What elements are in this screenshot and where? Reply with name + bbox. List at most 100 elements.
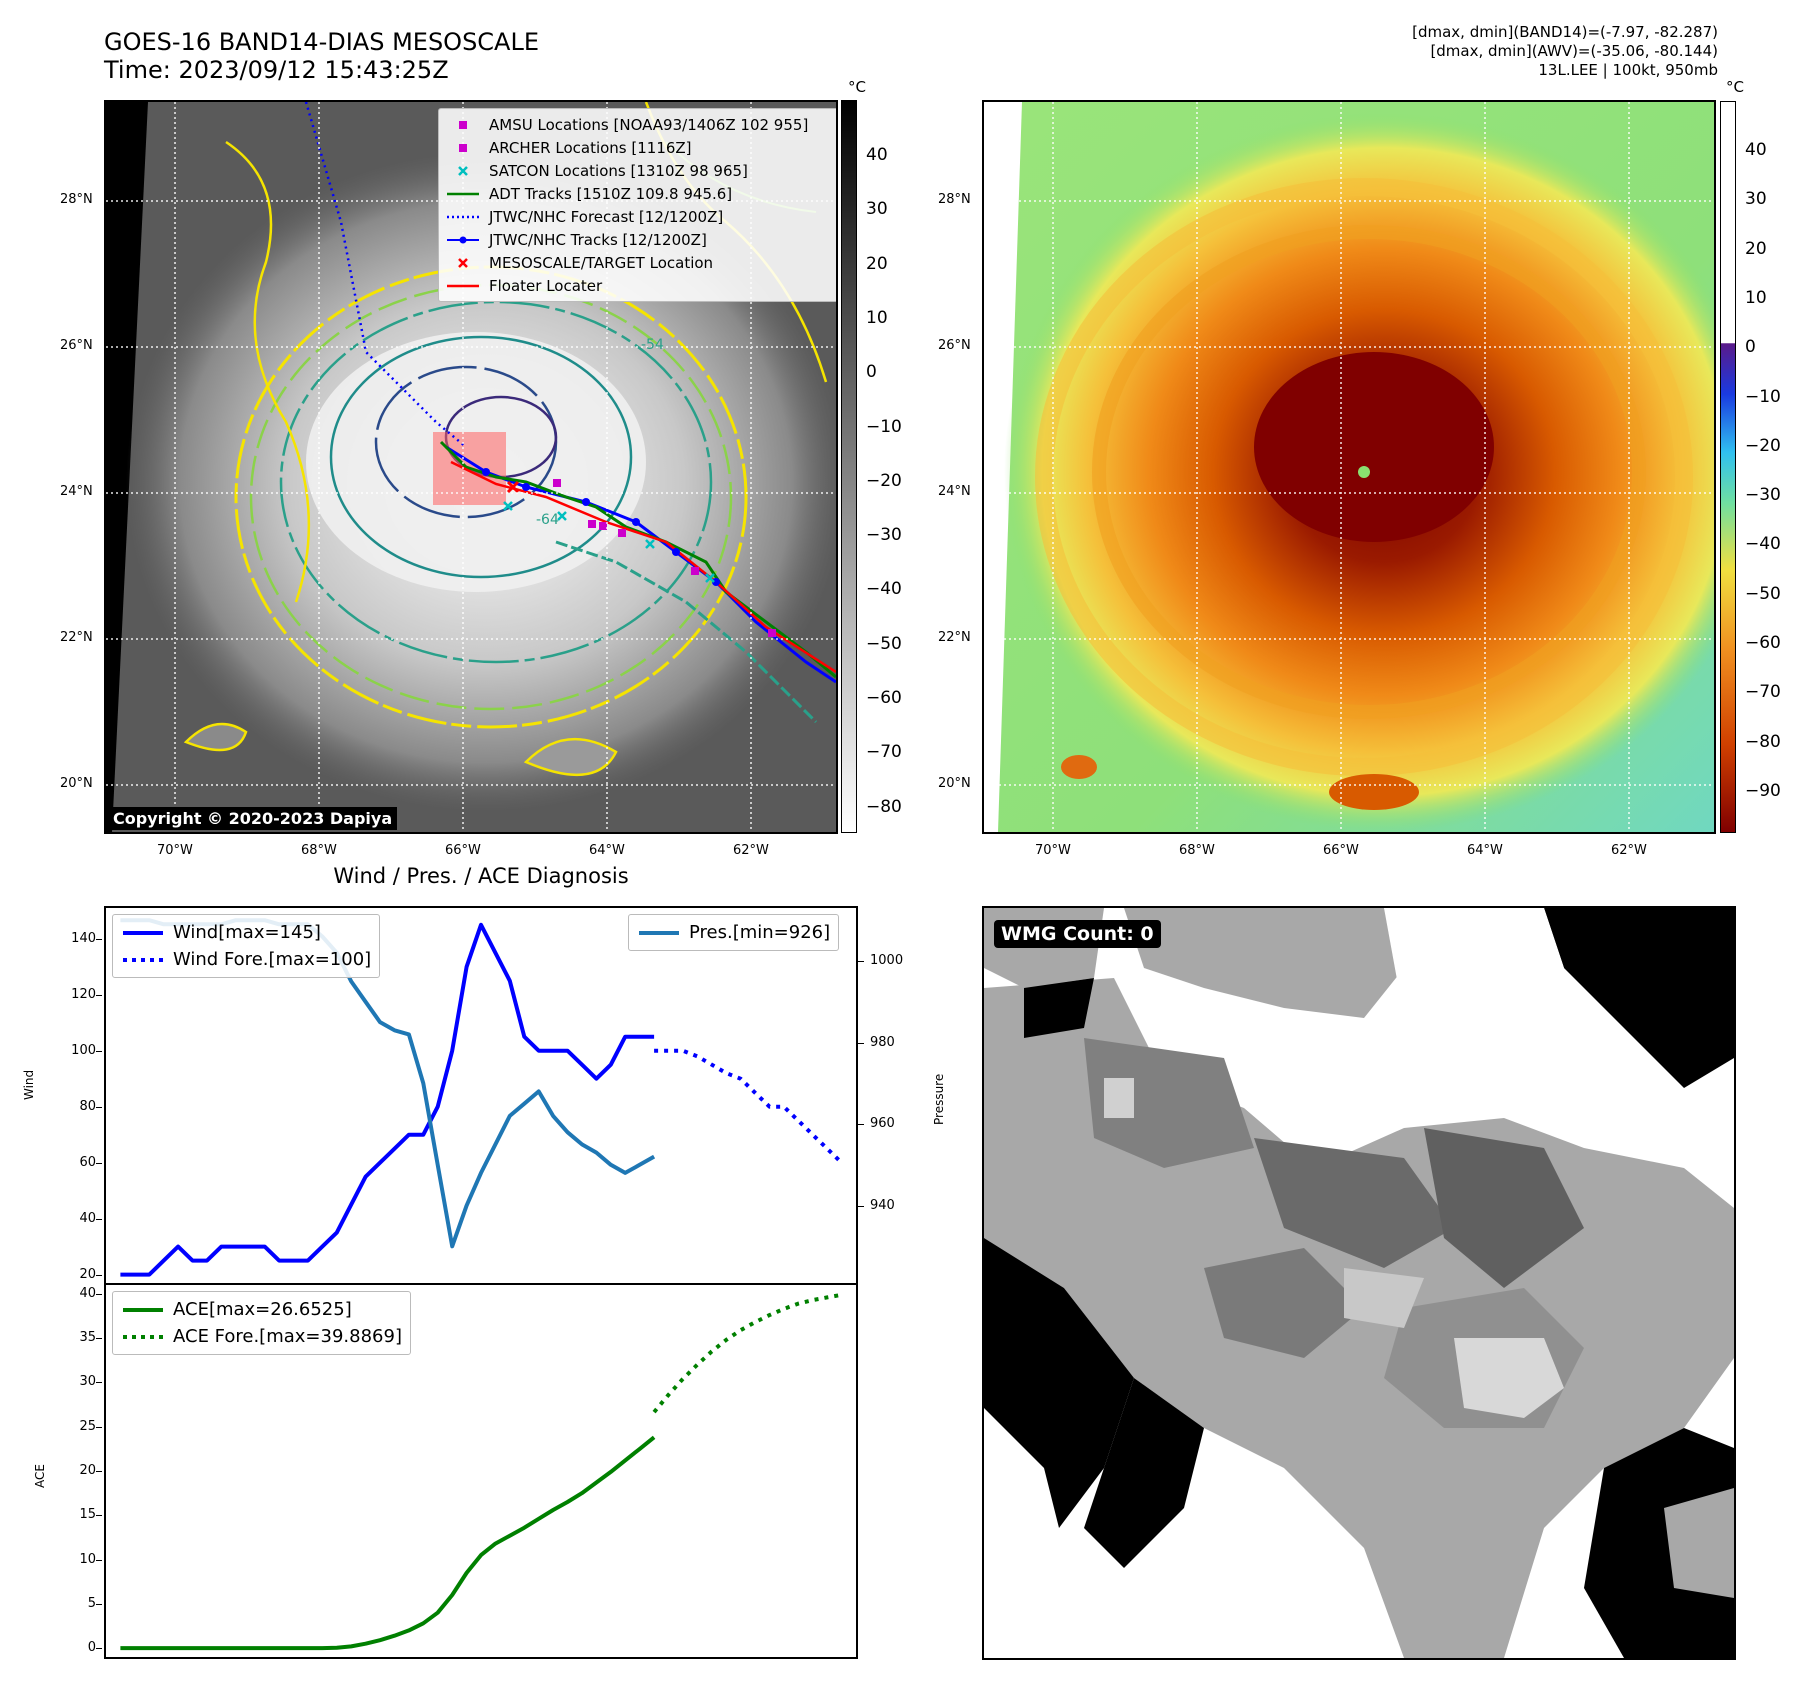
lat-label: 28°N [938, 192, 971, 207]
map-legend-label: JTWC/NHC Forecast [12/1200Z] [489, 207, 724, 226]
map-legend-label: SATCON Locations [1310Z 98 965] [489, 161, 748, 180]
wmg-count-badge: WMG Count: 0 [994, 920, 1161, 948]
y-tick-label: 20 [79, 1463, 96, 1478]
awv-map-panel [982, 100, 1716, 834]
pressure-legend: Pres.[min=926] [628, 914, 840, 951]
y-tick-label: 40 [79, 1285, 96, 1301]
right-colorbar-unit: °C [1726, 78, 1744, 96]
lon-label: 62°W [1611, 843, 1647, 858]
map-legend-marker [447, 192, 479, 195]
lon-label: 68°W [301, 843, 337, 858]
info-line1: [dmax, dmin](BAND14)=(-7.97, -82.287) [1412, 23, 1718, 41]
lon-label: 62°W [733, 843, 769, 858]
title-line1: GOES-16 BAND14-DIAS MESOSCALE [104, 28, 540, 56]
lat-label: 20°N [60, 776, 93, 791]
y-tick-mark [96, 1382, 102, 1384]
legend-ace: ACE[max=26.6525] [121, 1296, 402, 1323]
contour-label-2: -64 [536, 512, 559, 528]
colorbar-tick-label: −10 [1745, 386, 1781, 407]
colorbar-tick-label: −50 [866, 633, 902, 654]
legend-pres-label: Pres.[min=926] [689, 922, 831, 943]
map-legend-label: MESOSCALE/TARGET Location [489, 253, 714, 272]
colorbar-tick-label: 20 [866, 253, 888, 274]
map-legend-item: SATCON Locations [1310Z 98 965] [445, 159, 835, 182]
y-tick-mark [96, 1471, 102, 1472]
ace-plot [120, 1292, 842, 1651]
legend-wind: Wind[max=145] [121, 919, 371, 946]
map-legend-item: ADT Tracks [1510Z 109.8 945.6] [445, 182, 835, 205]
colorbar-tick-label: −80 [1745, 731, 1781, 752]
ace-legend: ACE[max=26.6525] ACE Fore.[max=39.8869] [112, 1291, 411, 1355]
map-legend-label: ADT Tracks [1510Z 109.8 945.6] [489, 184, 733, 203]
colorbar-tick-label: −70 [866, 742, 902, 763]
chart1-series-1-line [652, 1292, 842, 1414]
title-line2: Time: 2023/09/12 15:43:25Z [104, 56, 449, 84]
y-tick-label: 140 [71, 930, 96, 946]
lat-label: 28°N [60, 192, 93, 207]
map-legend-label: Floater Locater [489, 276, 603, 295]
legend-ace-fore-swatch [123, 1334, 163, 1339]
y-tick-mark [96, 994, 102, 996]
colorbar-tick-label: −30 [1745, 485, 1781, 506]
colorbar-tick-label: 10 [866, 307, 888, 328]
colorbar-tick-label: −70 [1745, 682, 1781, 703]
y-tick-mark [96, 938, 102, 940]
map-legend-marker [447, 236, 479, 243]
map-legend-item: Floater Locater [445, 274, 835, 297]
colorbar-tick-label: 0 [1745, 337, 1756, 358]
y-tick-label: 30 [79, 1374, 96, 1390]
legend-wind-fore-label: Wind Fore.[max=100] [173, 949, 372, 970]
colorbar-tick-label: −20 [1745, 435, 1781, 456]
colorbar-tick-label: 0 [866, 362, 877, 383]
legend-ace-swatch [123, 1307, 163, 1312]
y-tick-mark [858, 960, 864, 962]
map-legend-marker [459, 120, 467, 129]
map-legend-marker [447, 284, 479, 287]
lon-label: 70°W [157, 843, 193, 858]
contour-label-1: -54 [641, 337, 664, 353]
y-tick-mark [96, 1274, 102, 1276]
colorbar-tick-label: −40 [866, 579, 902, 600]
map-legend-label: ARCHER Locations [1116Z] [489, 138, 692, 157]
y-tick-label: 100 [71, 1042, 96, 1058]
map-legend-item: MESOSCALE/TARGET Location [445, 251, 835, 274]
legend-pres: Pres.[min=926] [637, 919, 830, 946]
lon-label: 64°W [1467, 843, 1503, 858]
y-tick-mark [858, 1042, 864, 1044]
chart0-series-0-line [120, 922, 655, 1277]
y-tick-label: 960 [870, 1116, 895, 1132]
map-legend-marker [459, 143, 467, 152]
info-line3: 13L.LEE | 100kt, 950mb [1538, 61, 1718, 79]
y-tick-mark [858, 1124, 864, 1126]
lon-label: 66°W [445, 843, 481, 858]
colorbar-tick-label: 10 [1745, 287, 1767, 308]
colorbar-tick-label: −40 [1745, 534, 1781, 555]
colorbar-tick-label: 40 [1745, 140, 1767, 160]
map-legend-label: JTWC/NHC Tracks [12/1200Z] [489, 230, 707, 249]
lat-label: 26°N [60, 338, 93, 353]
wind-axis-label: Wind [22, 1069, 36, 1100]
left-colorbar [841, 100, 857, 833]
pressure-axis-label: Pressure [932, 1073, 946, 1125]
y-tick-mark [96, 1293, 102, 1295]
map-legend: AMSU Locations [NOAA93/1406Z 102 955] ARC… [438, 108, 836, 302]
y-tick-label: 40 [79, 1210, 96, 1226]
lat-label: 26°N [938, 338, 971, 353]
map-legend-marker [458, 257, 468, 268]
legend-pres-swatch [639, 930, 679, 935]
lat-label: 22°N [60, 630, 93, 645]
left-colorbar-unit: °C [848, 78, 866, 96]
ir-map-panel: -54 -64 AMSU Locations [NOAA93/1406Z 102… [104, 100, 838, 834]
awv-map-image [984, 102, 1714, 832]
y-tick-mark [96, 1515, 102, 1517]
colorbar-tick-label: −60 [1745, 633, 1781, 653]
y-tick-mark [96, 1338, 102, 1340]
colorbar-tick-label: −30 [866, 525, 902, 546]
info-line2: [dmax, dmin](AWV)=(-35.06, -80.144) [1430, 42, 1718, 60]
lon-label: 68°W [1179, 843, 1215, 858]
y-tick-label: 60 [79, 1154, 96, 1170]
lon-label: 66°W [1323, 843, 1359, 858]
y-tick-label: 5 [87, 1595, 96, 1611]
y-tick-label: 1000 [870, 952, 904, 968]
y-tick-label: 35 [79, 1330, 96, 1346]
